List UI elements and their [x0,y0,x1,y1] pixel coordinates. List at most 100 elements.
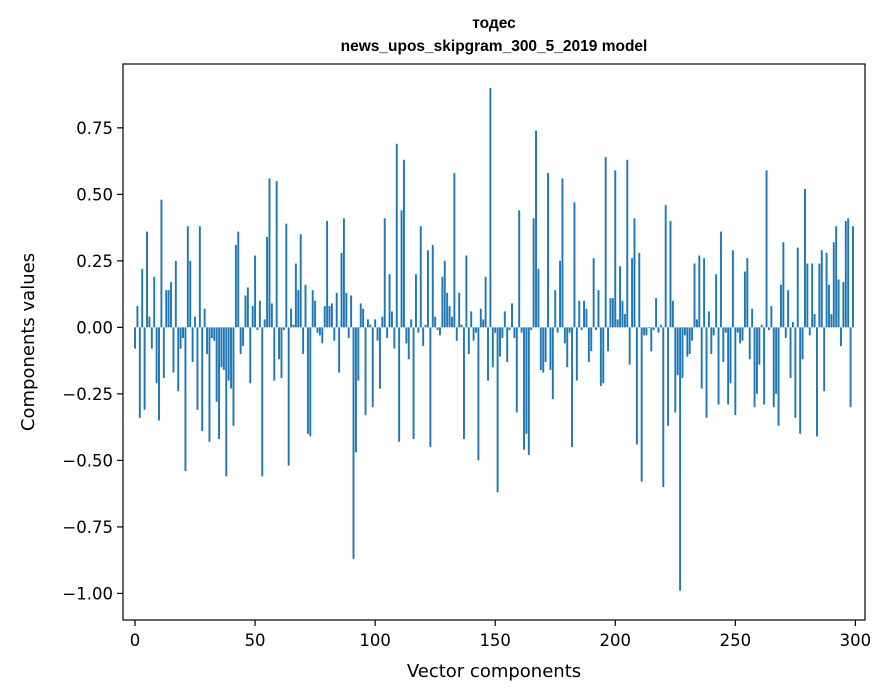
bar-125 [434,316,437,328]
bar-188 [585,308,588,328]
bar-59 [275,181,278,328]
bar-262 [763,327,766,405]
bar-138 [465,255,468,328]
bar-278 [801,327,804,360]
bar-35 [218,327,221,440]
bar-121 [424,324,427,328]
bar-53 [261,327,264,477]
bar-268 [777,327,780,426]
x-tick-label-50: 50 [245,631,266,650]
bar-22 [186,226,189,328]
bar-157 [511,303,513,328]
bar-164 [527,327,530,456]
bar-49 [251,306,254,328]
bar-233 [693,263,696,328]
bar-112 [402,159,405,328]
bar-143 [477,327,480,461]
bar-68 [297,290,300,328]
bar-284 [816,327,818,437]
bar-168 [537,268,540,328]
bar-254 [743,271,746,328]
bar-91 [352,327,355,559]
bar-96 [364,327,367,416]
bar-63 [285,223,288,328]
bar-23 [189,260,192,328]
bar-9 [155,327,158,384]
bar-41 [232,327,235,426]
bar-17 [174,260,177,328]
bar-255 [746,258,749,328]
bar-205 [626,159,629,328]
bar-260 [758,327,761,365]
bar-236 [700,327,703,389]
bar-295 [842,282,845,328]
bar-83 [333,327,336,341]
bar-211 [640,327,643,482]
bar-213 [645,327,648,336]
bar-146 [484,276,487,328]
bar-169 [539,327,542,370]
bar-271 [784,327,787,339]
bar-161 [520,327,523,333]
bar-163 [525,327,528,434]
bar-285 [818,263,821,328]
bar-296 [844,220,847,328]
bar-194 [599,327,602,386]
bar-215 [650,327,653,352]
chart-subtitle: news_upos_skipgram_300_5_2019 model [341,38,648,55]
bar-122 [427,250,429,328]
bar-232 [691,327,694,341]
bar-145 [482,319,485,328]
bar-182 [571,327,573,448]
bar-19 [179,327,182,349]
bar-27 [198,226,201,328]
bar-48 [249,327,252,384]
x-axis: 0 50 100 150 200 250 300 [130,620,871,650]
bar-165 [530,327,533,331]
bar-275 [794,327,797,418]
bar-26 [196,327,199,410]
bar-189 [587,327,590,362]
bar-106 [388,274,391,328]
bar-148 [489,87,492,328]
bar-177 [559,260,561,328]
bar-264 [767,327,770,331]
bar-65 [290,308,293,328]
bar-171 [544,327,547,362]
bar-111 [400,210,403,328]
bar-230 [686,327,689,357]
bar-87 [342,218,345,328]
bar-281 [808,327,811,336]
bar-293 [837,279,840,328]
y-tick-label-0: 0.75 [76,119,113,138]
bar-199 [611,298,614,328]
bar-118 [417,327,420,333]
bar-247 [727,327,730,405]
y-tick-label-1: 0.50 [76,185,113,204]
bar-79 [323,306,326,328]
bar-137 [463,327,465,440]
bar-141 [472,327,475,341]
bar-178 [561,178,564,328]
bar-5 [146,231,148,328]
bar-261 [760,324,763,328]
bar-266 [772,327,775,408]
bar-72 [306,327,309,434]
bar-156 [508,327,511,331]
bar-130 [446,292,449,328]
bar-283 [813,314,816,328]
bar-290 [830,314,833,328]
bar-175 [554,290,557,328]
x-tick-label-300: 300 [840,631,872,650]
bar-193 [597,290,600,328]
bar-208 [633,218,636,328]
bar-2 [138,327,141,418]
bar-33 [213,327,216,341]
bar-152 [499,327,501,357]
bar-191 [592,258,595,328]
bar-192 [595,327,598,331]
bar-167 [535,130,537,328]
bar-6 [148,316,151,328]
bar-8 [153,276,156,328]
